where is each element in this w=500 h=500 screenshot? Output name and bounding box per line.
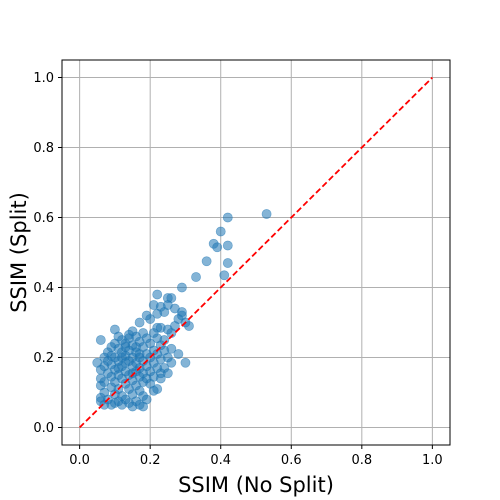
scatter-point (166, 357, 177, 368)
scatter-point (95, 396, 106, 407)
scatter-point (134, 317, 145, 328)
scatter-point (222, 240, 233, 251)
x-tick-label: 0.2 (140, 453, 161, 468)
identity-reference-line (79, 76, 433, 429)
scatter-point (212, 242, 223, 253)
scatter-points (92, 209, 272, 412)
scatter-point (166, 343, 177, 354)
y-tick-label: 0.0 (33, 421, 54, 436)
scatter-point (145, 314, 156, 324)
scatter-point (120, 342, 131, 352)
x-tick-label: 0.8 (351, 453, 372, 468)
scatter-point (173, 349, 184, 359)
scatter-point (113, 331, 124, 342)
scatter-point (191, 272, 201, 282)
scatter-point (222, 212, 233, 223)
y-axis-label: SSIM (Split) (7, 192, 31, 313)
x-axis-ticks: 0.0 0.2 0.4 0.6 0.8 1.0 (69, 445, 443, 468)
scatter-point (148, 385, 159, 396)
y-tick-label: 0.8 (33, 141, 54, 156)
y-tick-label: 0.4 (33, 281, 54, 296)
scatter-point (113, 363, 124, 373)
scatter-point (184, 321, 194, 331)
scatter-point (138, 401, 149, 412)
y-tick-label: 0.2 (33, 351, 54, 366)
scatter-point (134, 349, 145, 359)
scatter-point (155, 373, 166, 384)
scatter-point (110, 398, 120, 408)
y-tick-label: 0.6 (33, 211, 54, 226)
y-tick-label: 1.0 (33, 71, 54, 86)
scatter-point (177, 282, 187, 293)
grid (62, 60, 450, 445)
x-tick-label: 0.4 (210, 453, 231, 468)
scatter-point (261, 209, 272, 219)
scatter-point (219, 270, 230, 281)
scatter-point (95, 335, 106, 345)
scatter-point (152, 308, 163, 319)
x-axis-label: SSIM (No Split) (178, 473, 334, 497)
scatter-point (127, 368, 138, 379)
x-tick-label: 1.0 (422, 453, 443, 468)
scatter-point (162, 368, 173, 379)
scatter-point (222, 258, 233, 268)
plot-area-frame (61, 59, 451, 446)
scatter-point (120, 357, 131, 368)
y-axis-ticks: 0.0 0.2 0.4 0.6 0.8 1.0 (33, 71, 62, 436)
x-tick-label: 0.6 (281, 453, 302, 468)
scatter-point (124, 329, 134, 340)
x-tick-label: 0.0 (69, 453, 90, 468)
scatter-point (127, 401, 138, 412)
scatter-point (152, 289, 163, 300)
scatter-point (180, 357, 191, 368)
scatter-point (215, 226, 226, 237)
scatter-point (201, 256, 212, 267)
scatter-point (106, 350, 117, 361)
